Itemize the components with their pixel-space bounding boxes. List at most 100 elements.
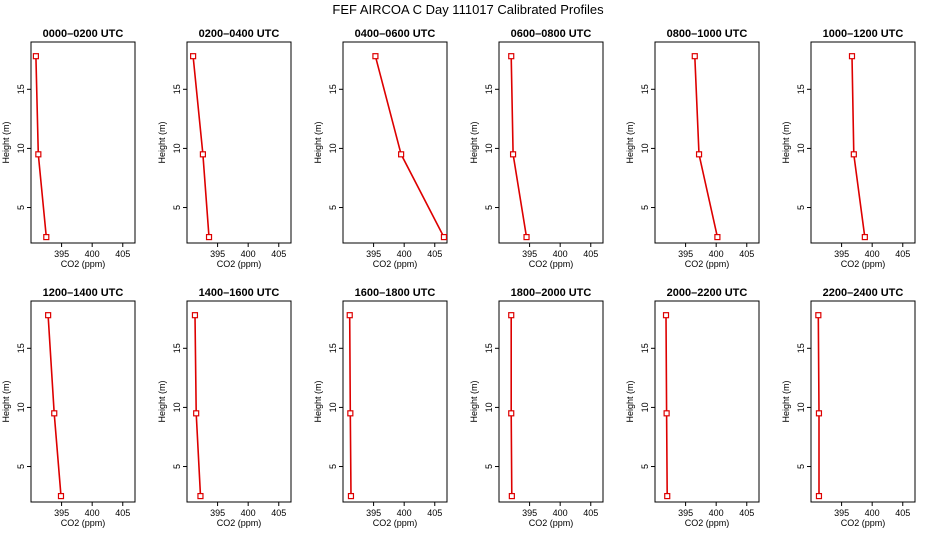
data-point <box>815 410 823 417</box>
data-point <box>43 233 50 241</box>
series-line <box>694 56 719 238</box>
x-axis-label: CO2 (ppm) <box>841 259 886 269</box>
y-axis-label: Height (m) <box>1 380 11 422</box>
y-tick-label: 15 <box>172 343 182 353</box>
y-axis-label: Height (m) <box>157 121 167 163</box>
data-point <box>347 410 354 417</box>
series-line <box>851 56 866 238</box>
series-line <box>194 315 202 497</box>
y-axis-label: Height (m) <box>313 121 323 163</box>
y-tick-label: 5 <box>484 464 494 469</box>
plot-frame <box>810 300 916 503</box>
data-point <box>861 233 868 241</box>
data-point <box>347 492 355 500</box>
y-tick-label: 15 <box>796 84 806 94</box>
x-tick-label: 405 <box>115 508 130 518</box>
y-tick-label: 15 <box>16 84 26 94</box>
data-point <box>193 410 200 417</box>
panel-title: 1600–1800 UTC <box>355 287 436 299</box>
y-axis-label: Height (m) <box>313 380 323 422</box>
y-tick-label: 15 <box>484 84 494 94</box>
data-point <box>815 312 822 319</box>
x-tick-label: 395 <box>366 508 381 518</box>
x-tick-label: 395 <box>834 508 849 518</box>
panel-8: 1600–1800 UTC 395 400 405 5 10 15 CO2 (ppm) Heig… <box>313 287 448 528</box>
data-point <box>197 492 204 500</box>
panel-10: 2000–2200 UTC 395 400 405 5 10 15 CO2 (ppm) Heig… <box>625 287 760 528</box>
series-line <box>348 315 352 497</box>
plot-frame <box>498 300 604 503</box>
data-point <box>508 410 515 417</box>
x-axis-label: CO2 (ppm) <box>529 259 574 269</box>
y-tick-label: 15 <box>172 84 182 94</box>
data-point <box>663 410 670 417</box>
y-tick-label: 15 <box>328 343 338 353</box>
y-tick-label: 10 <box>172 143 182 153</box>
panel-title: 1000–1200 UTC <box>823 28 904 40</box>
y-tick-label: 5 <box>640 205 650 210</box>
x-tick-label: 395 <box>54 508 69 518</box>
y-tick-label: 15 <box>796 343 806 353</box>
panel-0: 0000–0200 UTC 395 400 405 5 10 15 CO2 (ppm) Heig… <box>1 28 136 269</box>
x-tick-label: 405 <box>271 508 286 518</box>
series-line <box>817 315 820 497</box>
y-axis-label: Height (m) <box>1 121 11 163</box>
y-tick-label: 10 <box>172 402 182 412</box>
y-tick-label: 5 <box>796 464 806 469</box>
panel-title: 0200–0400 UTC <box>199 28 280 40</box>
x-axis-label: CO2 (ppm) <box>373 518 418 528</box>
y-tick-label: 15 <box>328 84 338 94</box>
x-tick-label: 400 <box>241 508 256 518</box>
x-axis-label: CO2 (ppm) <box>373 259 418 269</box>
x-axis-label: CO2 (ppm) <box>61 259 106 269</box>
x-tick-label: 400 <box>397 249 412 259</box>
data-point <box>372 53 379 60</box>
x-tick-label: 395 <box>522 508 537 518</box>
panel-11: 2200–2400 UTC 395 400 405 5 10 15 CO2 (ppm) Heig… <box>781 287 916 528</box>
data-point <box>664 492 671 500</box>
y-tick-label: 5 <box>328 464 338 469</box>
y-tick-label: 15 <box>640 343 650 353</box>
x-tick-label: 400 <box>397 508 412 518</box>
data-point <box>695 151 703 158</box>
x-tick-label: 395 <box>210 508 225 518</box>
x-tick-label: 405 <box>583 249 598 259</box>
y-tick-label: 5 <box>328 205 338 210</box>
x-tick-label: 405 <box>895 249 910 259</box>
plot-frame <box>654 300 760 503</box>
data-point <box>508 492 515 500</box>
y-tick-label: 5 <box>640 464 650 469</box>
x-tick-label: 405 <box>427 249 442 259</box>
y-tick-label: 5 <box>172 464 182 469</box>
y-tick-label: 15 <box>16 343 26 353</box>
plot-frame <box>498 41 604 244</box>
data-point <box>508 53 515 60</box>
x-tick-label: 405 <box>739 508 754 518</box>
data-point <box>205 233 213 241</box>
x-tick-label: 400 <box>553 508 568 518</box>
x-tick-label: 400 <box>865 249 880 259</box>
panel-title: 2200–2400 UTC <box>823 287 904 299</box>
data-point <box>35 151 42 158</box>
data-point <box>662 312 670 319</box>
plot-frame <box>342 300 448 503</box>
y-tick-label: 15 <box>640 84 650 94</box>
data-point <box>440 233 448 241</box>
data-point <box>509 151 517 158</box>
plot-frame <box>30 41 136 244</box>
y-axis-label: Height (m) <box>469 380 479 422</box>
panel-title: 2000–2200 UTC <box>667 287 748 299</box>
plot-frame <box>654 41 760 244</box>
y-tick-label: 5 <box>16 464 26 469</box>
x-tick-label: 405 <box>427 508 442 518</box>
x-tick-label: 395 <box>678 249 693 259</box>
x-tick-label: 395 <box>210 249 225 259</box>
series-line <box>374 55 445 238</box>
x-tick-label: 405 <box>115 249 130 259</box>
data-point <box>398 151 405 158</box>
series-line <box>665 315 668 497</box>
panel-title: 1800–2000 UTC <box>511 287 592 299</box>
x-tick-label: 395 <box>54 249 69 259</box>
panel-title: 0400–0600 UTC <box>355 28 436 40</box>
x-tick-label: 405 <box>583 508 598 518</box>
